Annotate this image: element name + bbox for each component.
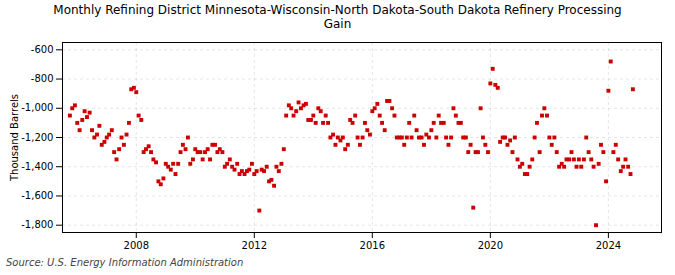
svg-text:2016: 2016 <box>360 239 385 250</box>
html-text:Monthly Refining District Minn: Monthly Refining District Minnesota-Wisc… <box>53 3 622 32</box>
svg-text:-1,000: -1,000 <box>21 102 53 113</box>
svg-text:2008: 2008 <box>124 239 149 250</box>
svg-text:-1,800: -1,800 <box>21 219 53 230</box>
svg-text:-1,600: -1,600 <box>21 190 53 201</box>
svg-text:2012: 2012 <box>242 239 267 250</box>
svg-text:2024: 2024 <box>596 239 621 250</box>
html-text:Source: U.S. Energy Informatio: Source: U.S. Energy Information Administ… <box>6 256 244 268</box>
svg-text:-600: -600 <box>31 44 54 55</box>
svg-text:-1,400: -1,400 <box>21 161 53 172</box>
svg-text:2020: 2020 <box>478 239 503 250</box>
svg-text:-1,200: -1,200 <box>21 131 53 142</box>
svg-text:-800: -800 <box>31 73 54 84</box>
svg-text:Thousand Barrels: Thousand Barrels <box>9 94 20 182</box>
